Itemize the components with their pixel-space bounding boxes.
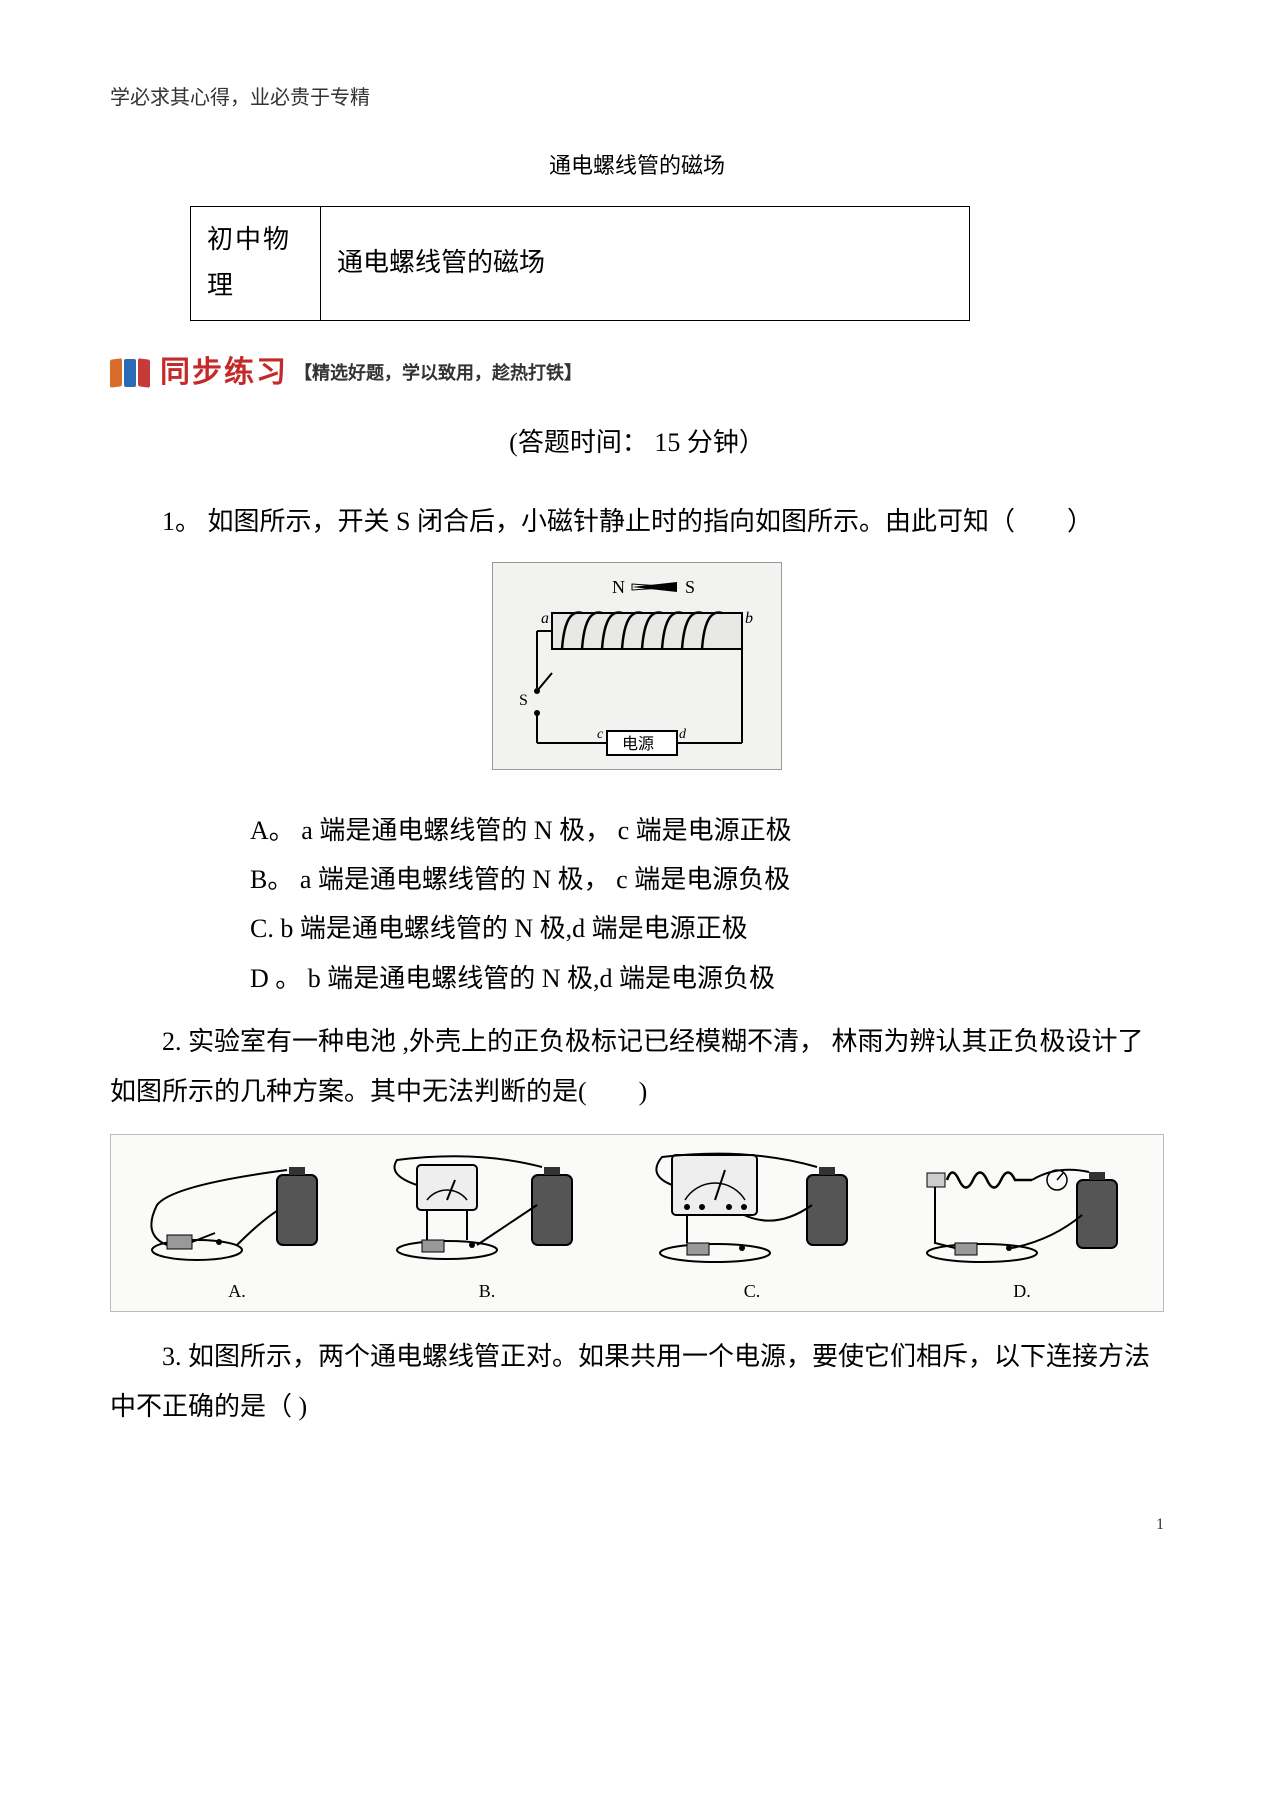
- q2-text: 2. 实验室有一种电池 ,外壳上的正负极标记已经模糊不清， 林雨为辨认其正负极设…: [110, 1017, 1164, 1116]
- title-table: 初中物理 通电螺线管的磁场: [190, 206, 970, 322]
- books-icon: [110, 357, 154, 389]
- svg-text:c: c: [597, 727, 604, 742]
- q1-opt-d: D 。 b 端是通电螺线管的 N 极,d 端是电源负极: [250, 954, 1164, 1003]
- svg-text:S: S: [685, 577, 695, 597]
- q1-opt-b: B。 a 端是通电螺线管的 N 极， c 端是电源负极: [250, 855, 1164, 904]
- sync-practice-title: 同步练习: [160, 346, 288, 400]
- solenoid-circuit-diagram: N S a b S c 电源 d: [507, 573, 767, 763]
- q1-opt-c: C. b 端是通电螺线管的 N 极,d 端是电源正极: [250, 904, 1164, 953]
- sync-practice-row: 同步练习 【精选好题，学以致用，趁热打铁】: [110, 346, 1164, 400]
- time-note: (答题时间： 15 分钟）: [110, 420, 1164, 467]
- scheme-d-label: D.: [907, 1275, 1137, 1307]
- scheme-a: A.: [137, 1145, 337, 1307]
- topic-cell: 通电螺线管的磁场: [321, 206, 970, 321]
- q1-opt-a: A。 a 端是通电螺线管的 N 极， c 端是电源正极: [250, 806, 1164, 855]
- svg-text:S: S: [519, 692, 528, 709]
- scheme-b-label: B.: [377, 1275, 597, 1307]
- q2-figure: A. B.: [110, 1134, 1164, 1312]
- svg-text:电源: 电源: [622, 735, 654, 753]
- scheme-d: D.: [907, 1145, 1137, 1307]
- scheme-b: B.: [377, 1145, 597, 1307]
- svg-text:a: a: [541, 610, 549, 627]
- svg-text:b: b: [745, 610, 753, 627]
- scheme-c: C.: [637, 1145, 867, 1307]
- q1-text: 1。 如图所示，开关 S 闭合后，小磁针静止时的指向如图所示。由此可知（ ）: [110, 497, 1164, 546]
- q3-text: 3. 如图所示，两个通电螺线管正对。如果共用一个电源，要使它们相斥，以下连接方法…: [110, 1332, 1164, 1431]
- q1-figure: N S a b S c 电源 d: [110, 562, 1164, 785]
- page-number: 1: [110, 1511, 1164, 1540]
- svg-text:d: d: [679, 727, 687, 742]
- svg-text:N: N: [612, 577, 625, 597]
- sync-practice-subtitle: 【精选好题，学以致用，趁热打铁】: [294, 357, 582, 389]
- header-note: 学必求其心得，业必贵于专精: [110, 80, 1164, 116]
- subject-cell: 初中物理: [191, 206, 321, 321]
- scheme-a-label: A.: [137, 1275, 337, 1307]
- scheme-c-label: C.: [637, 1275, 867, 1307]
- doc-title: 通电螺线管的磁场: [110, 146, 1164, 186]
